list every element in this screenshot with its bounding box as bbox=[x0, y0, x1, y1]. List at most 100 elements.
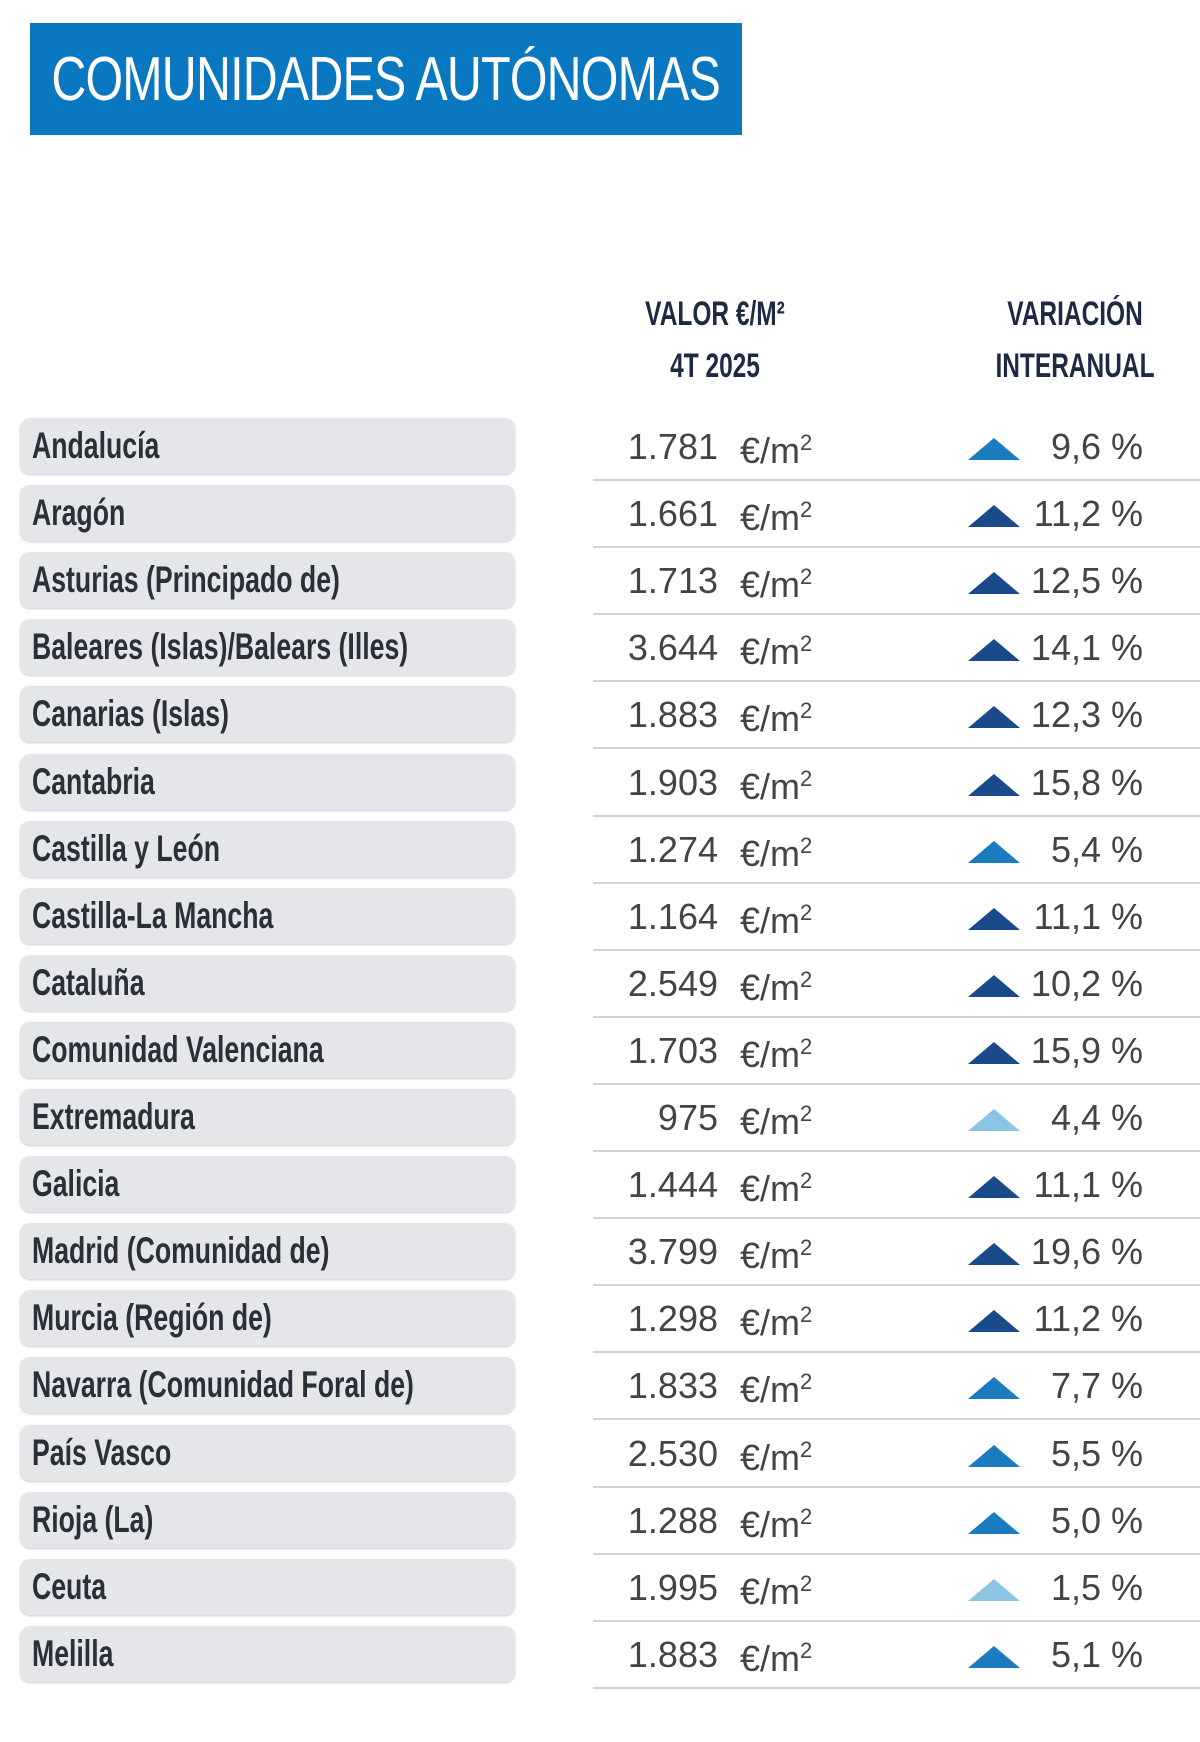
region-name: Baleares (Islas)/Balears (Illes) bbox=[32, 626, 409, 668]
price-unit: €/m2 bbox=[740, 497, 813, 539]
row-divider bbox=[593, 814, 1200, 817]
variation-value: 9,6 % bbox=[1050, 426, 1143, 467]
price-unit: €/m2 bbox=[740, 564, 813, 606]
trend-up-icon bbox=[968, 1243, 1020, 1266]
row-divider bbox=[593, 1686, 1200, 1689]
trend-up-icon bbox=[968, 1645, 1020, 1668]
variation-value: 15,8 % bbox=[1030, 761, 1143, 803]
region-label-pill bbox=[20, 1558, 515, 1615]
trend-up-icon bbox=[968, 1444, 1020, 1467]
region-name: Aragón bbox=[32, 492, 126, 534]
variation-value: 12,3 % bbox=[1030, 694, 1143, 736]
price-value: 1.661 bbox=[627, 493, 718, 535]
price-unit: €/m2 bbox=[740, 765, 813, 807]
column-header-value: VALOR €/M² 4T 2025 bbox=[645, 295, 785, 385]
row-divider bbox=[593, 881, 1200, 884]
row-divider bbox=[593, 1015, 1200, 1018]
trend-up-icon bbox=[968, 1578, 1020, 1601]
table-row: Andalucía 1.781 €/m2 9,6 % bbox=[0, 412, 1200, 481]
price-value: 1.164 bbox=[627, 895, 718, 937]
trend-up-icon bbox=[968, 505, 1020, 528]
table-row: País Vasco 2.530 €/m2 5,5 % bbox=[0, 1419, 1200, 1488]
trend-up-icon bbox=[968, 974, 1020, 997]
variation-value: 5,4 % bbox=[1050, 828, 1143, 870]
row-divider bbox=[593, 613, 1200, 616]
table-row: Madrid (Comunidad de) 3.799 €/m2 19,6 % bbox=[0, 1217, 1200, 1287]
region-label-pill bbox=[20, 552, 515, 609]
region-label-pill bbox=[20, 820, 515, 877]
price-unit: €/m2 bbox=[740, 1503, 813, 1545]
region-label-pill bbox=[20, 1021, 515, 1078]
trend-up-icon bbox=[968, 840, 1020, 863]
price-value: 2.530 bbox=[627, 1432, 718, 1474]
region-label-pill bbox=[20, 1089, 515, 1145]
trend-up-icon bbox=[968, 1176, 1020, 1199]
trend-up-icon bbox=[968, 1377, 1020, 1400]
region-label-pill bbox=[20, 1357, 515, 1414]
region-name: Castilla y León bbox=[32, 827, 221, 869]
region-name: Melilla bbox=[32, 1632, 114, 1674]
region-label-pill bbox=[20, 686, 515, 743]
region-name: Navarra (Comunidad Foral de) bbox=[32, 1364, 414, 1406]
table-row: Cataluña 2.549 €/m2 10,2 % bbox=[0, 949, 1200, 1018]
price-value: 1.288 bbox=[627, 1499, 718, 1541]
price-unit: €/m2 bbox=[740, 1101, 813, 1142]
price-value: 975 bbox=[657, 1097, 718, 1138]
table-row: Castilla y León 1.274 €/m2 5,4 % bbox=[0, 815, 1200, 884]
row-divider bbox=[593, 747, 1200, 750]
price-unit: €/m2 bbox=[740, 1033, 813, 1075]
region-label-pill bbox=[20, 1491, 515, 1548]
variation-value: 11,2 % bbox=[1033, 493, 1143, 535]
column-header-variation: VARIACIÓN INTERANUAL bbox=[995, 295, 1155, 385]
price-value: 1.444 bbox=[627, 1164, 718, 1206]
region-name: Comunidad Valenciana bbox=[32, 1028, 324, 1070]
region-label-pill bbox=[20, 418, 515, 474]
table-row: Castilla-La Mancha 1.164 €/m2 11,1 % bbox=[0, 882, 1200, 951]
row-divider bbox=[593, 479, 1200, 481]
region-name: Ceuta bbox=[32, 1565, 107, 1607]
trend-up-icon bbox=[968, 1041, 1020, 1064]
table-row: Melilla 1.883 €/m2 5,1 % bbox=[0, 1620, 1200, 1689]
price-value: 2.549 bbox=[627, 962, 718, 1004]
trend-up-icon bbox=[968, 438, 1020, 460]
row-divider bbox=[593, 1150, 1200, 1152]
region-label-pill bbox=[20, 887, 515, 944]
price-value: 1.781 bbox=[627, 426, 718, 467]
price-unit: €/m2 bbox=[740, 430, 813, 471]
table-row: Aragón 1.661 €/m2 11,2 % bbox=[0, 479, 1200, 549]
variation-value: 11,1 % bbox=[1033, 1164, 1143, 1206]
price-value: 1.833 bbox=[627, 1365, 718, 1407]
variation-value: 10,2 % bbox=[1030, 962, 1143, 1004]
region-name: Madrid (Comunidad de) bbox=[32, 1230, 330, 1272]
region-label-pill bbox=[20, 1424, 515, 1481]
price-unit: €/m2 bbox=[740, 1637, 813, 1679]
trend-up-icon bbox=[968, 1109, 1020, 1131]
region-name: Cantabria bbox=[32, 760, 155, 802]
row-divider bbox=[593, 1552, 1200, 1555]
variation-value: 11,1 % bbox=[1033, 895, 1143, 937]
variation-value: 5,5 % bbox=[1050, 1432, 1143, 1474]
region-name: Extremadura bbox=[32, 1096, 195, 1137]
trend-up-icon bbox=[968, 1511, 1020, 1534]
region-name: Rioja (La) bbox=[32, 1498, 154, 1540]
table-row: Murcia (Región de) 1.298 €/m2 11,2 % bbox=[0, 1284, 1200, 1354]
price-unit: €/m2 bbox=[740, 1369, 813, 1411]
region-label-pill bbox=[20, 1625, 515, 1682]
variation-value: 11,2 % bbox=[1033, 1298, 1143, 1340]
variation-value: 7,7 % bbox=[1050, 1365, 1143, 1407]
price-value: 1.713 bbox=[627, 560, 718, 602]
price-value: 1.703 bbox=[627, 1029, 718, 1071]
region-label-pill bbox=[20, 753, 515, 810]
table-row: Navarra (Comunidad Foral de) 1.833 €/m2 7,7… bbox=[0, 1351, 1200, 1421]
price-unit: €/m2 bbox=[740, 1235, 813, 1277]
price-value: 1.903 bbox=[627, 761, 718, 803]
region-label-pill bbox=[20, 954, 515, 1011]
region-name: Galicia bbox=[32, 1163, 120, 1205]
row-divider bbox=[593, 1485, 1200, 1488]
region-name: Murcia (Región de) bbox=[32, 1297, 272, 1339]
region-name: Canarias (Islas) bbox=[32, 693, 229, 735]
price-value: 1.883 bbox=[627, 1633, 718, 1675]
trend-up-icon bbox=[968, 572, 1020, 595]
price-unit: €/m2 bbox=[740, 899, 813, 941]
region-label-pill bbox=[20, 1156, 515, 1213]
